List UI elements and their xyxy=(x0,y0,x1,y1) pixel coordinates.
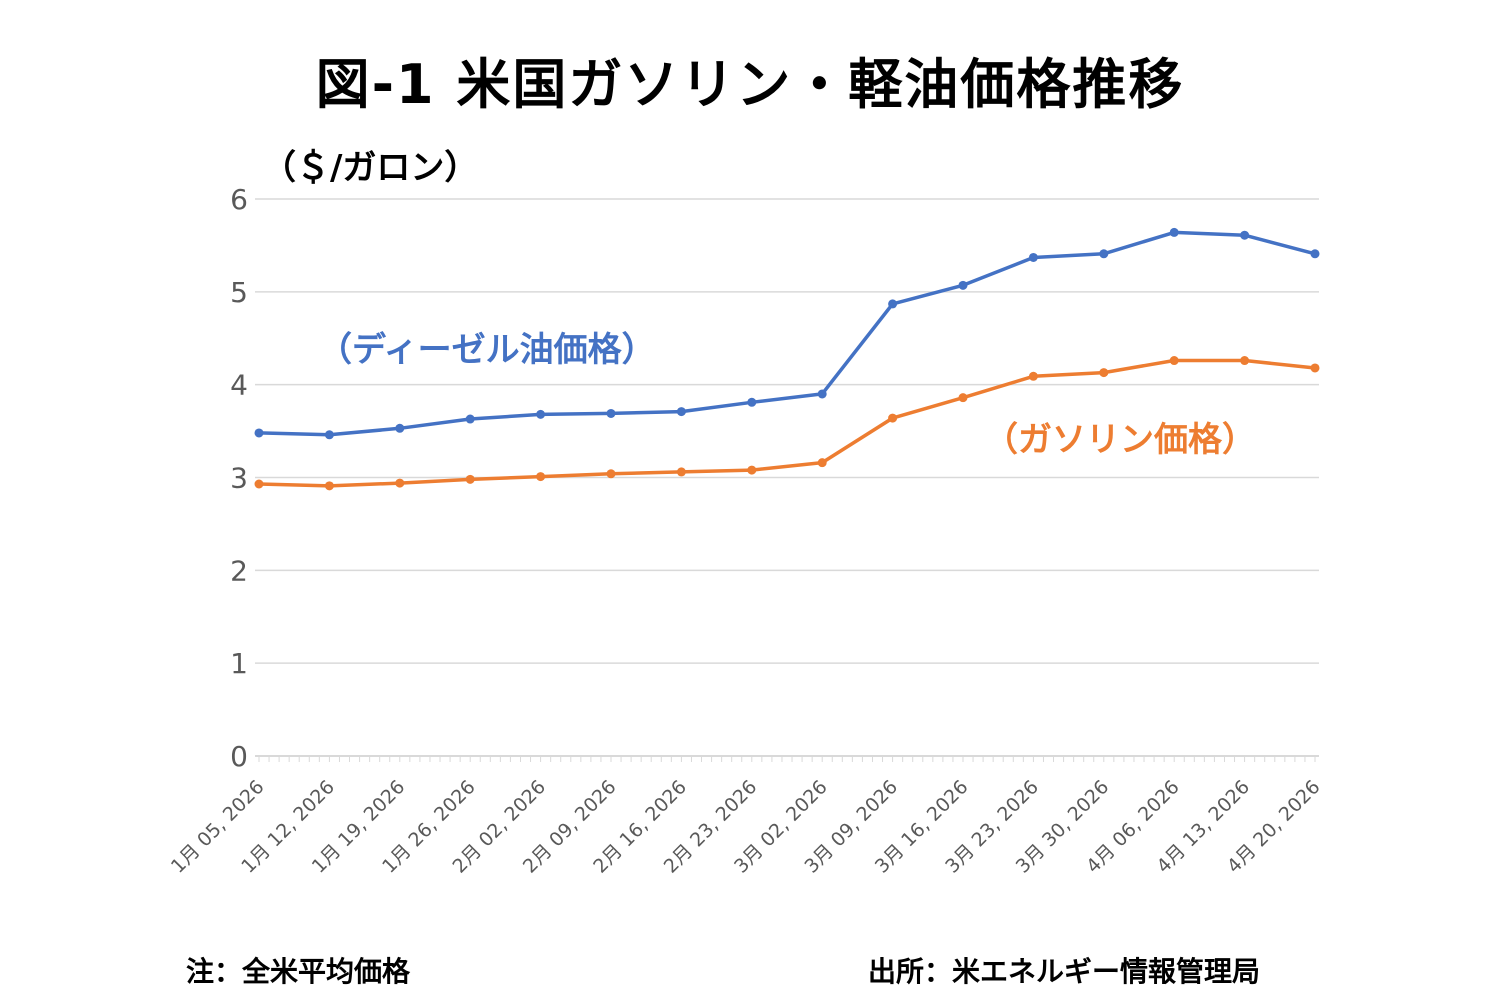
data-point-gasoline xyxy=(1099,368,1109,378)
y-axis-unit-label: （＄/ガロン） xyxy=(262,148,479,188)
data-point-diesel xyxy=(1240,230,1250,240)
data-point-gasoline xyxy=(324,481,334,491)
data-point-diesel xyxy=(536,409,546,419)
series-label-gasoline: （ガソリン価格） xyxy=(984,420,1256,460)
data-point-gasoline xyxy=(1028,371,1038,381)
data-point-gasoline xyxy=(1169,356,1179,366)
series-line-gasoline xyxy=(258,358,1316,488)
data-point-diesel xyxy=(817,389,827,399)
y-tick-label: 0 xyxy=(230,740,248,773)
y-tick-label: 5 xyxy=(230,276,248,309)
source-note: 出所：米エネルギー情報管理局 xyxy=(868,955,1261,988)
footnote: 注：全米平均価格 xyxy=(186,955,411,988)
data-point-diesel xyxy=(254,428,264,438)
data-point-diesel xyxy=(1099,249,1109,259)
y-axis-ticks: 0 1 2 3 4 5 6 xyxy=(230,183,248,773)
y-tick-label: 1 xyxy=(230,647,248,680)
data-point-gasoline xyxy=(1310,363,1320,373)
data-point-diesel xyxy=(958,280,968,290)
data-point-diesel xyxy=(606,408,616,418)
y-tick-label: 3 xyxy=(230,462,248,495)
data-point-diesel xyxy=(1169,227,1179,237)
data-point-gasoline xyxy=(676,467,686,477)
data-point-diesel xyxy=(1310,249,1320,259)
data-point-gasoline xyxy=(888,413,898,423)
data-point-gasoline xyxy=(254,479,264,489)
data-point-diesel xyxy=(1028,252,1038,262)
data-point-gasoline xyxy=(817,458,827,468)
data-point-gasoline xyxy=(958,393,968,403)
y-tick-label: 2 xyxy=(230,554,248,587)
data-point-diesel xyxy=(465,414,475,424)
x-axis xyxy=(255,755,1319,762)
data-point-diesel xyxy=(395,423,405,433)
data-point-diesel xyxy=(324,430,334,440)
series-label-diesel: （ディーゼル油価格） xyxy=(318,330,656,370)
data-point-diesel xyxy=(747,397,757,407)
data-point-gasoline xyxy=(606,469,616,479)
data-point-diesel xyxy=(888,299,898,309)
series-points xyxy=(254,227,1320,491)
y-tick-label: 6 xyxy=(230,183,248,216)
series-lines xyxy=(258,230,1316,488)
gridlines xyxy=(255,198,1319,664)
data-point-gasoline xyxy=(747,465,757,475)
data-point-gasoline xyxy=(465,474,475,484)
y-tick-label: 4 xyxy=(230,369,248,402)
series-line-diesel xyxy=(258,230,1316,437)
data-point-gasoline xyxy=(395,478,405,488)
data-point-gasoline xyxy=(1240,356,1250,366)
chart-title: 図-1 米国ガソリン・軽油価格推移 xyxy=(315,53,1185,116)
data-point-diesel xyxy=(676,407,686,417)
data-point-gasoline xyxy=(536,472,546,482)
